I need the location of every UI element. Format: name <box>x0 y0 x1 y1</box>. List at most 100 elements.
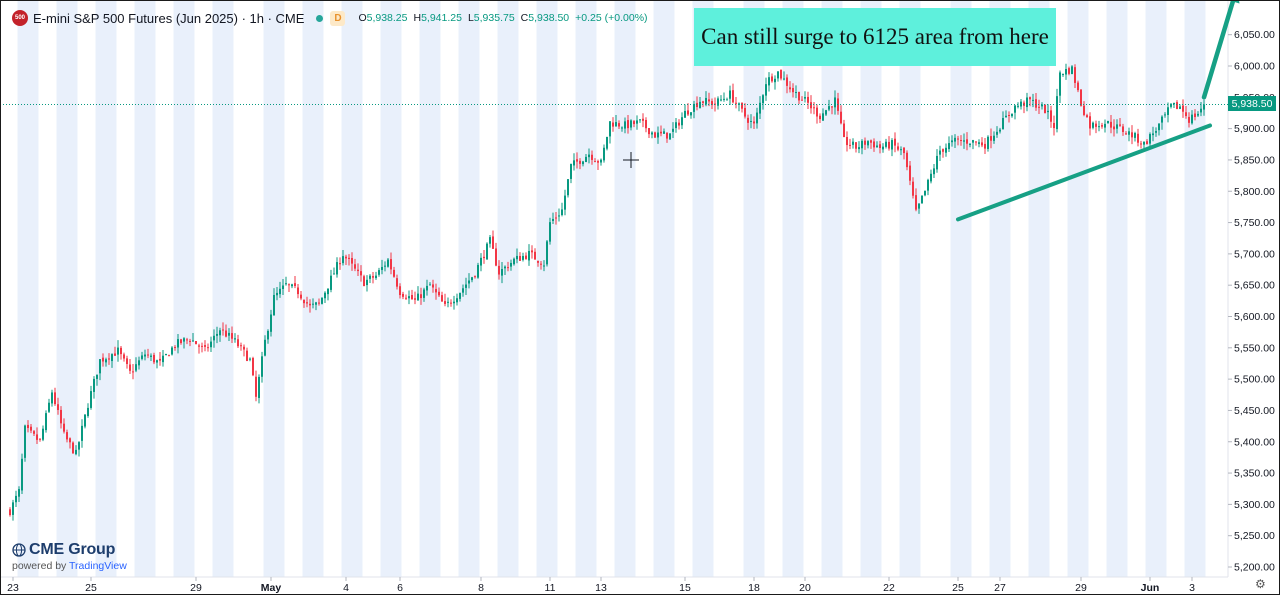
high-value: 5,941.25 <box>421 12 462 24</box>
cme-logo[interactable]: CME Group powered by TradingView <box>12 541 127 572</box>
candle-body <box>948 143 950 150</box>
session-band <box>782 0 804 577</box>
candle-body <box>393 269 395 277</box>
y-tick-label: 5,900.00 <box>1234 123 1275 135</box>
candle-body <box>1182 105 1184 112</box>
candle-body <box>735 102 737 104</box>
candle-body <box>1095 123 1097 127</box>
candle-body <box>1110 121 1112 128</box>
candle-body <box>1062 73 1064 75</box>
candle-body <box>243 346 245 350</box>
candle-body <box>1137 133 1139 143</box>
candle-body <box>429 284 431 286</box>
candle-body <box>720 99 722 101</box>
candle-body <box>594 161 596 163</box>
candle-body <box>888 141 890 149</box>
candle-body <box>966 139 968 144</box>
candle-body <box>1176 102 1178 109</box>
candle-body <box>576 159 578 162</box>
candle-body <box>678 122 680 126</box>
candle-body <box>57 404 59 411</box>
logo-text: CME Group <box>29 541 116 558</box>
candle-body <box>843 123 845 137</box>
candle-body <box>804 97 806 99</box>
y-tick-label: 5,650.00 <box>1234 280 1275 292</box>
candle-body <box>1134 133 1136 138</box>
market-status-dot[interactable] <box>316 14 324 22</box>
symbol-badge[interactable]: 500 <box>12 10 28 26</box>
candle-body <box>495 248 497 266</box>
candle-body <box>768 77 770 86</box>
candle-body <box>666 132 668 139</box>
candle-body <box>519 255 521 261</box>
y-tick-label: 5,300.00 <box>1234 499 1275 511</box>
candle-body <box>618 123 620 127</box>
candle-body <box>1047 110 1049 113</box>
session-band <box>419 0 441 577</box>
candle-body <box>1044 104 1046 114</box>
candle-body <box>468 280 470 284</box>
candle-body <box>708 99 710 102</box>
candle-body <box>192 340 194 342</box>
candle-body <box>897 146 899 150</box>
candle-body <box>525 255 527 259</box>
candle-body <box>1014 105 1016 113</box>
candle-body <box>177 339 179 348</box>
candle-body <box>9 509 11 516</box>
candle-body <box>534 251 536 260</box>
candle-body <box>945 147 947 153</box>
candle-body <box>633 121 635 125</box>
candle-body <box>63 423 65 432</box>
x-tick-label: 27 <box>994 582 1006 594</box>
x-tick-label: May <box>261 582 282 594</box>
candle-body <box>387 259 389 267</box>
x-tick-label: 22 <box>883 582 895 594</box>
candle-body <box>501 269 503 276</box>
tradingview-link[interactable]: TradingView <box>69 560 127 572</box>
candle-body <box>486 243 488 260</box>
candle-body <box>225 330 227 337</box>
candle-body <box>828 106 830 110</box>
open-label: O <box>358 12 367 24</box>
candle-body <box>840 111 842 124</box>
candle-body <box>210 341 212 348</box>
change-value: +0.25 (+0.00%) <box>575 12 648 24</box>
symbol-title[interactable]: E-mini S&P 500 Futures (Jun 2025) · 1h ·… <box>33 10 305 26</box>
candle-body <box>759 102 761 114</box>
x-tick-label: 29 <box>1075 582 1087 594</box>
candle-body <box>690 112 692 116</box>
candle-body <box>87 407 89 416</box>
candle-body <box>1074 67 1076 83</box>
candle-body <box>198 345 200 347</box>
candle-body <box>963 140 965 142</box>
settings-gear-icon[interactable]: ⚙ <box>1255 577 1266 591</box>
candle-body <box>552 218 554 221</box>
candle-body <box>645 119 647 129</box>
candle-body <box>234 338 236 340</box>
candle-body <box>807 96 809 103</box>
candle-body <box>498 265 500 275</box>
candle-body <box>363 276 365 287</box>
session-band <box>653 0 675 577</box>
candle-body <box>795 92 797 94</box>
candle-body <box>279 288 281 295</box>
candle-body <box>624 121 626 129</box>
candle-body <box>138 360 140 366</box>
candle-body <box>978 142 980 145</box>
candle-body <box>912 181 914 196</box>
candle-body <box>120 347 122 355</box>
candle-body <box>204 345 206 347</box>
candle-body <box>507 267 509 269</box>
candle-body <box>1149 134 1151 144</box>
candle-body <box>714 103 716 105</box>
ohlc-open: O5,938.25 <box>358 12 410 24</box>
candle-body <box>558 215 560 217</box>
candle-body <box>1113 126 1115 130</box>
y-tick-label: 5,800.00 <box>1234 186 1275 198</box>
delayed-data-badge[interactable]: D <box>330 10 346 26</box>
candle-body <box>765 84 767 96</box>
candle-body <box>630 120 632 128</box>
candle-body <box>801 99 803 101</box>
